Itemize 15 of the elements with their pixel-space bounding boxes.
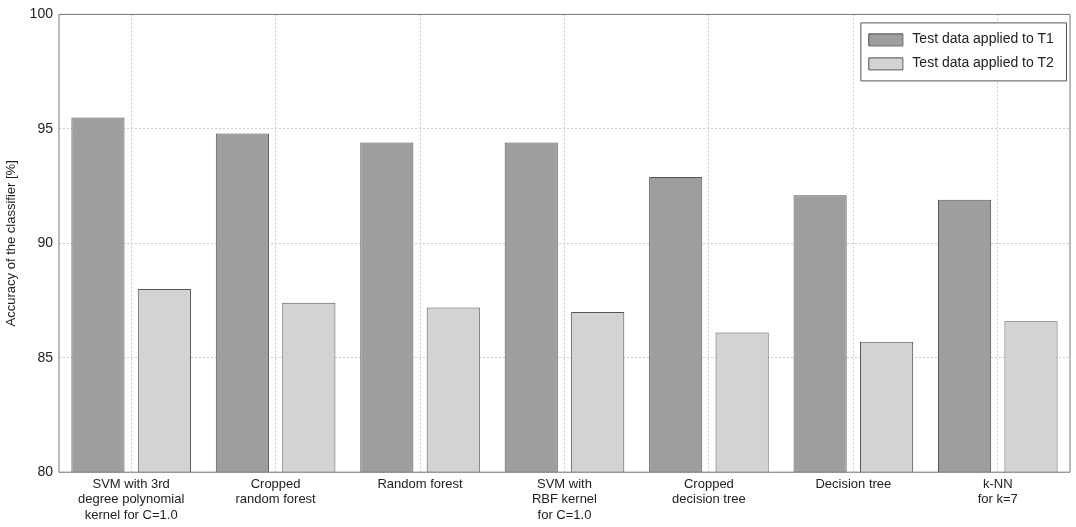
y-axis-title: Accuracy of the classifier [%] [3, 160, 19, 327]
x-tick-label: Cropped random forest [235, 475, 317, 507]
y-tick-label: 80 [37, 463, 54, 480]
legend-label: Test data applied to T2 [912, 54, 1054, 71]
x-tick-label: Cropped decision tree [672, 475, 746, 507]
x-tick-label: k-NN for k=7 [977, 475, 1018, 507]
x-tick-label: Random forest [377, 475, 464, 491]
y-tick-label: 100 [29, 5, 54, 22]
x-tick-label: SVM with 3rd degree polynomial kernel for C=1.0 [78, 475, 185, 522]
y-tick-label: 90 [37, 234, 54, 251]
x-tick-label: Decision tree [815, 475, 892, 491]
y-tick-label: 85 [37, 348, 54, 365]
legend-label: Test data applied to T1 [912, 30, 1054, 47]
y-tick-label: 95 [37, 119, 54, 136]
x-tick-label: SVM with RBF kernel for C=1.0 [531, 475, 598, 522]
